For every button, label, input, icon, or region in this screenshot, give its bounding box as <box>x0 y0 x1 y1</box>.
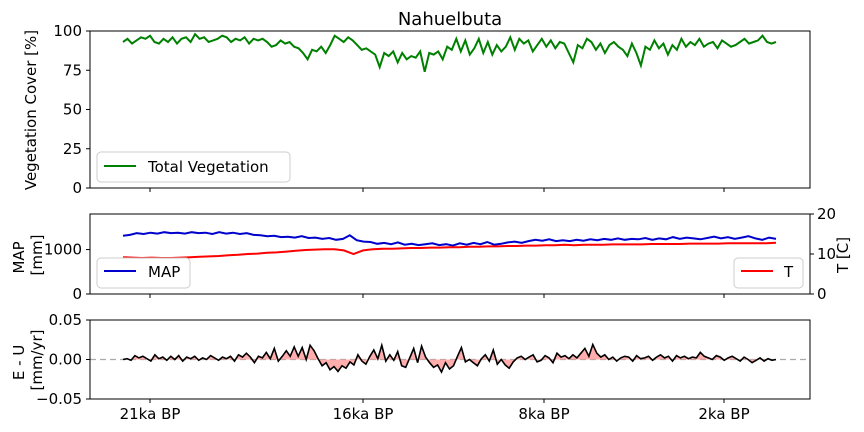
panel-vegetation: Nahuelbuta 0 25 50 75 100 Vegetation Cover [… <box>22 9 811 197</box>
legend-label-total-vegetation: Total Vegetation <box>147 158 269 176</box>
x-tick-label: 16ka BP <box>333 405 394 423</box>
map-axes-frame <box>89 213 811 295</box>
map-y-tick-label: 1000 <box>44 241 82 259</box>
vegetation-x-ticks <box>149 188 725 192</box>
x-tick-label: 8ka BP <box>518 405 569 423</box>
line-map <box>122 231 777 247</box>
line-e-minus-u <box>122 342 777 374</box>
e-minus-u-y-axis-label: E - U [mm/yr] <box>10 329 46 390</box>
legend-label-t: T <box>783 263 794 281</box>
e-minus-u-axes-frame <box>89 319 811 400</box>
chart-title: Nahuelbuta <box>398 9 502 30</box>
map-legend: MAP <box>96 257 191 289</box>
vegetation-series-group <box>122 32 777 73</box>
temperature-y-ticks: 0 10 20 <box>810 205 836 303</box>
panel-map-temperature: 0 1000 0 10 20 MAP [mm] T [C] MAP T <box>10 205 852 303</box>
map-temperature-series-group <box>122 231 777 260</box>
x-tick-label: 21ka BP <box>120 405 181 423</box>
temperature-y-tick-label: 0 <box>817 285 827 303</box>
line-total-vegetation <box>122 32 777 73</box>
e-minus-u-series-group <box>90 342 810 374</box>
e-minus-u-x-ticks: 21ka BP 16ka BP 8ka BP 2ka BP <box>120 399 750 423</box>
line-t <box>122 241 777 260</box>
legend-label-map: MAP <box>148 263 180 281</box>
vegetation-axes-frame <box>89 30 811 189</box>
map-y-axis-label-line-1: MAP <box>10 241 28 273</box>
vegetation-y-axis-label: Vegetation Cover [%] <box>22 30 40 190</box>
e-minus-u-y-axis-label-line-2: [mm/yr] <box>28 329 46 390</box>
map-y-axis-label: MAP [mm] <box>10 235 46 276</box>
vegetation-y-tick-label: 100 <box>53 22 82 40</box>
vegetation-y-ticks: 0 25 50 75 100 <box>53 22 90 197</box>
vegetation-legend: Total Vegetation <box>96 151 291 183</box>
temperature-y-tick-label: 20 <box>817 205 836 223</box>
map-y-tick-label: 0 <box>72 285 82 303</box>
temperature-legend: T <box>733 257 804 289</box>
vegetation-y-tick-label: 50 <box>63 101 82 119</box>
temperature-y-tick-label: 10 <box>817 245 836 263</box>
vegetation-y-tick-label: 75 <box>63 61 82 79</box>
e-minus-u-y-tick-label: 0.05 <box>49 311 82 329</box>
e-minus-u-y-axis-label-line-1: E - U <box>10 345 28 380</box>
vegetation-y-tick-label: 25 <box>63 140 82 158</box>
map-y-ticks: 0 1000 <box>44 241 90 303</box>
e-minus-u-y-tick-label: −0.05 <box>36 390 82 408</box>
e-minus-u-y-ticks: −0.05 0.00 0.05 <box>36 311 90 408</box>
map-x-ticks <box>149 294 725 298</box>
e-minus-u-y-tick-label: 0.00 <box>49 351 82 369</box>
map-y-axis-label-line-2: [mm] <box>28 235 46 276</box>
x-tick-label: 2ka BP <box>698 405 749 423</box>
temperature-y-axis-label: T [C] <box>834 237 852 274</box>
panel-e-minus-u: −0.05 0.00 0.05 21ka BP 16ka BP 8ka BP 2ka BP… <box>10 311 811 423</box>
vegetation-y-tick-label: 0 <box>72 179 82 197</box>
